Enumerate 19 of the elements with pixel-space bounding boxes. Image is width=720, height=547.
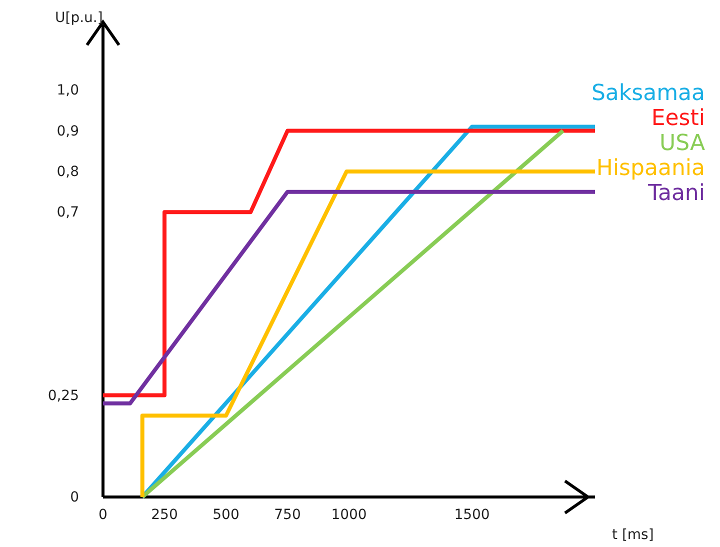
y-tick-label: 0,8 [56,164,79,180]
text: Taani [647,181,705,206]
x-axis-title: t [ms] [612,527,654,543]
series-label: Hispaania [596,156,705,181]
text: USA [659,131,705,156]
x-tick-label: 250 [151,506,178,523]
series-label: Saksamaa [591,81,705,106]
x-tick-label: 0 [98,506,108,523]
text: Eesti [651,106,705,131]
y-tick-label: 0,25 [48,388,79,404]
x-tick-label: 500 [212,506,240,523]
y-tick-label: 0,9 [56,123,79,140]
y-axis-title: U[p.u.] [55,10,103,26]
y-tick-label: 0 [70,489,79,506]
x-tick-label: 1000 [331,506,367,523]
x-tick-label: 750 [274,506,301,523]
y-tick-label: 0,7 [56,204,79,221]
x-tick-label: 1500 [454,506,490,523]
y-tick-label: 1,0 [56,82,79,99]
